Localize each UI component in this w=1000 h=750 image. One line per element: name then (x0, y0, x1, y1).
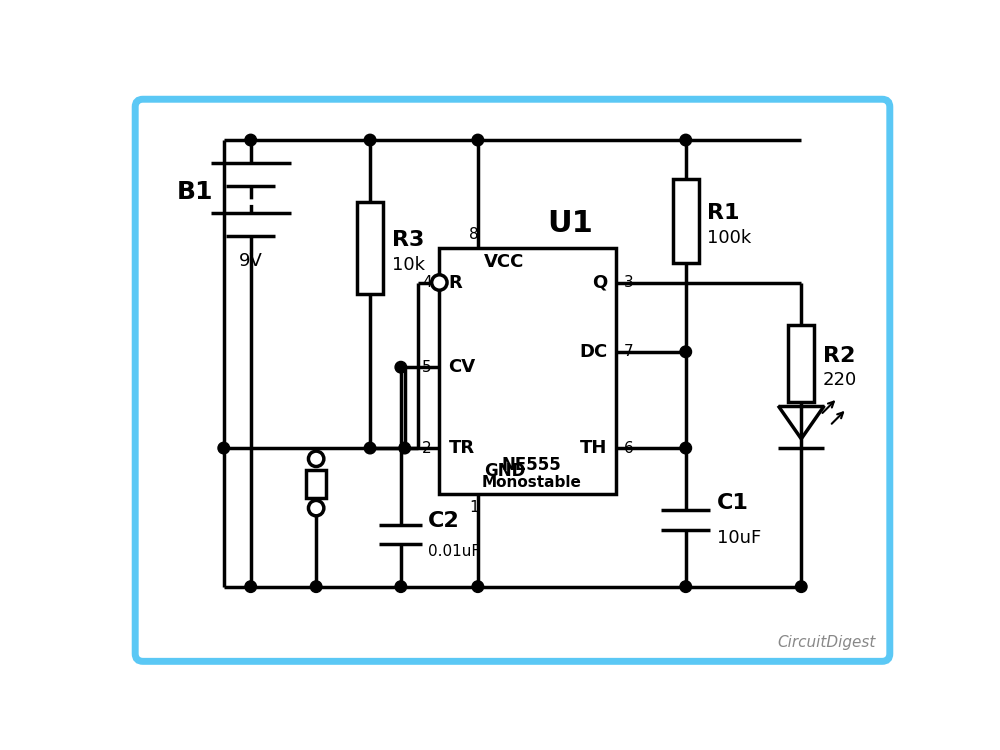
Text: U1: U1 (547, 209, 593, 238)
Circle shape (432, 274, 447, 290)
Text: 220: 220 (823, 371, 857, 389)
Text: DC: DC (579, 343, 607, 361)
Bar (788, 325, 814, 402)
Text: C1: C1 (717, 494, 748, 514)
Text: CV: CV (449, 358, 476, 376)
Circle shape (680, 442, 692, 454)
Text: GND: GND (484, 462, 525, 480)
Text: 10k: 10k (392, 256, 425, 274)
Text: VCC: VCC (484, 253, 524, 271)
Bar (673, 178, 699, 263)
Circle shape (399, 442, 410, 454)
Text: 7: 7 (624, 344, 634, 359)
Text: Q: Q (592, 274, 607, 292)
Text: C2: C2 (428, 512, 460, 531)
Circle shape (310, 580, 322, 592)
Circle shape (245, 580, 256, 592)
Text: R3: R3 (392, 230, 424, 251)
Text: 4: 4 (422, 275, 432, 290)
Text: NE555: NE555 (502, 456, 562, 474)
Circle shape (308, 452, 324, 466)
Bar (306, 470, 326, 498)
Text: B1: B1 (177, 180, 214, 204)
Text: R1: R1 (707, 203, 740, 223)
Bar (357, 202, 383, 294)
Text: CircuitDigest: CircuitDigest (778, 635, 876, 650)
Text: 100k: 100k (707, 229, 752, 247)
Text: 5: 5 (422, 360, 432, 375)
Circle shape (680, 580, 692, 592)
Bar (439, 248, 616, 494)
Text: 2: 2 (422, 440, 432, 455)
Text: 6: 6 (624, 440, 634, 455)
Text: 8: 8 (469, 226, 479, 242)
Circle shape (680, 346, 692, 358)
Circle shape (395, 362, 407, 373)
Circle shape (364, 134, 376, 146)
Text: TR: TR (449, 439, 475, 457)
Circle shape (472, 134, 484, 146)
Circle shape (395, 580, 407, 592)
Text: 9V: 9V (239, 252, 263, 270)
Circle shape (218, 442, 230, 454)
Text: R2: R2 (823, 346, 855, 366)
Circle shape (680, 134, 692, 146)
Circle shape (364, 442, 376, 454)
Circle shape (308, 500, 324, 516)
Text: 10uF: 10uF (717, 530, 761, 548)
Text: R: R (449, 274, 462, 292)
Text: 0.01uF: 0.01uF (428, 544, 480, 560)
Circle shape (472, 580, 484, 592)
Text: 3: 3 (624, 275, 634, 290)
Text: TH: TH (580, 439, 607, 457)
Circle shape (795, 580, 807, 592)
Text: 1: 1 (469, 500, 479, 515)
Circle shape (245, 134, 256, 146)
Text: Monostable: Monostable (482, 476, 582, 490)
FancyBboxPatch shape (135, 99, 890, 662)
